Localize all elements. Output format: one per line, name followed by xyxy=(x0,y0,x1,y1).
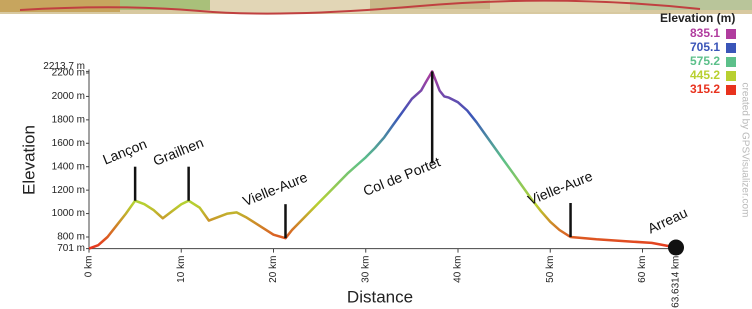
x-tick-label: 0 km xyxy=(84,256,95,278)
y-tick-label: 2213.7 m xyxy=(43,61,85,72)
x-tick-label: 63.6314 km xyxy=(671,256,682,308)
waypoint-label: Arreau xyxy=(645,204,690,236)
waypoint-label: Grailhen xyxy=(151,134,206,169)
waypoint-label: Vielle-Aure xyxy=(240,169,309,209)
x-tick-label: 20 km xyxy=(268,256,279,283)
legend-label: 705.1 xyxy=(690,40,720,54)
x-tick-label: 50 km xyxy=(545,256,556,283)
chart: Elevation Distance Elevation (m) created… xyxy=(0,0,752,309)
y-tick-label: 800 m xyxy=(57,232,85,243)
y-tick-label: 1600 m xyxy=(52,138,85,149)
legend-label: 315.2 xyxy=(690,82,720,96)
waypoint-label: Col de Portet xyxy=(361,153,443,198)
y-tick-label: 1400 m xyxy=(52,161,85,172)
legend-swatch xyxy=(726,29,736,39)
x-tick-label: 30 km xyxy=(360,256,371,283)
y-tick-label: 2000 m xyxy=(52,91,85,102)
waypoint-dot xyxy=(668,240,684,256)
map-strip xyxy=(0,0,752,14)
x-tick-label: 60 km xyxy=(637,256,648,283)
legend-label: 575.2 xyxy=(690,54,720,68)
y-tick-label: 1200 m xyxy=(52,185,85,196)
legend-swatch xyxy=(726,43,736,53)
x-axis-title: Distance xyxy=(347,287,413,306)
legend-swatch xyxy=(726,85,736,95)
y-tick-label: 1800 m xyxy=(52,115,85,126)
x-tick-label: 40 km xyxy=(453,256,464,283)
legend-swatch xyxy=(726,71,736,81)
waypoint-label: Lançon xyxy=(100,135,149,167)
y-axis-title: Elevation xyxy=(19,125,38,195)
legend-label: 835.1 xyxy=(690,26,720,40)
legend-title: Elevation (m) xyxy=(660,11,735,25)
legend-label: 445.2 xyxy=(690,68,720,82)
y-tick-label: 701 m xyxy=(57,243,85,254)
legend-swatch xyxy=(726,57,736,67)
page: {"chart_data": { "type": "line", "x_labe… xyxy=(0,0,752,309)
credit: created by GPSVisualizer.com xyxy=(739,83,750,218)
waypoint-label: Vielle-Aure xyxy=(525,168,594,208)
x-tick-label: 10 km xyxy=(176,256,187,283)
y-tick-label: 1000 m xyxy=(52,208,85,219)
